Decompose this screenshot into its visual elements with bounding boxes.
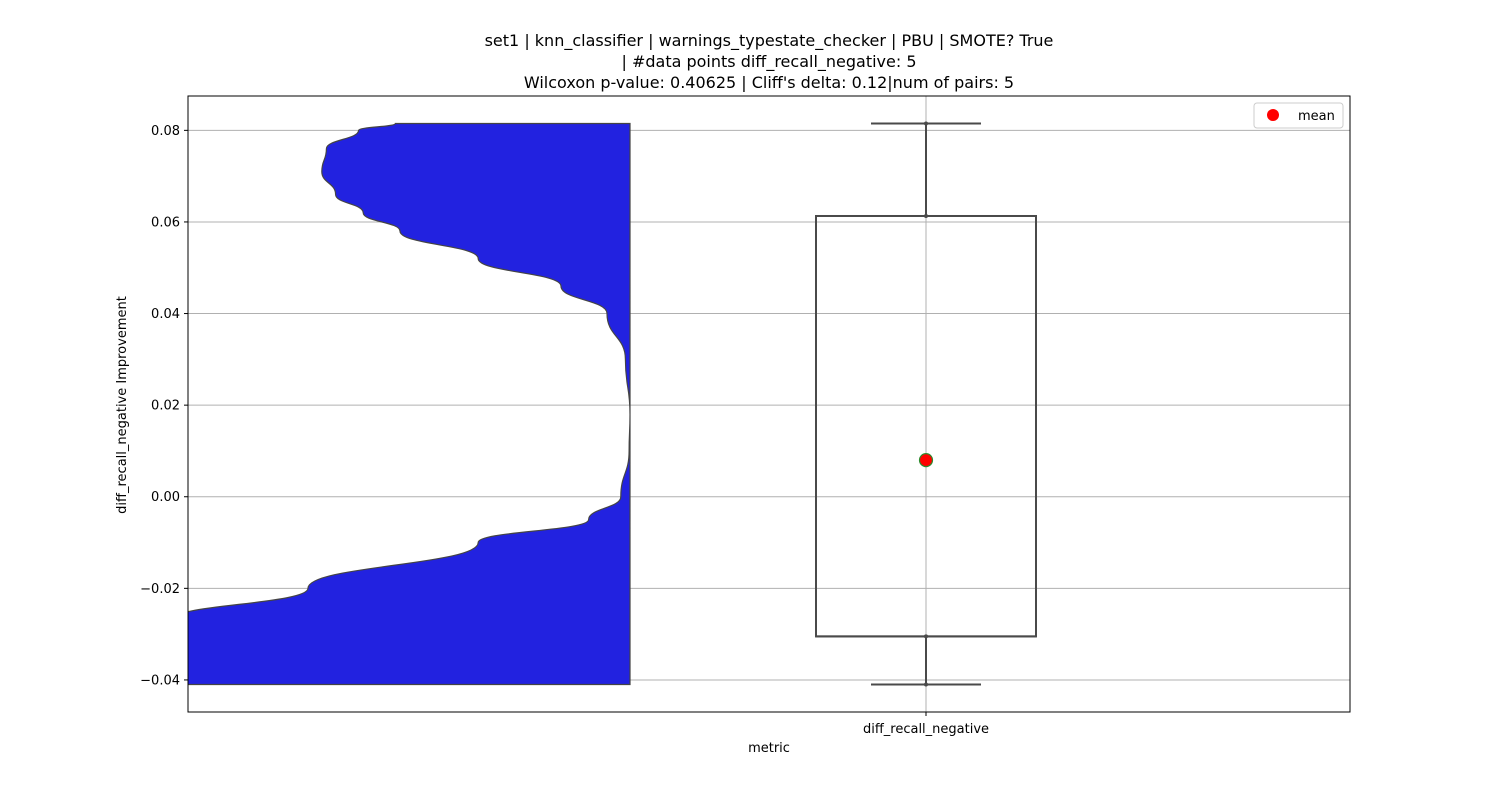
whisker-joint <box>924 213 928 218</box>
y-tick-label: 0.04 <box>151 307 180 322</box>
violin <box>188 122 631 686</box>
chart-title-line-1: set1 | knn_classifier | warnings_typesta… <box>485 31 1054 51</box>
whisker-joint <box>924 121 928 126</box>
x-axis-label: metric <box>748 741 790 756</box>
y-tick-label: −0.02 <box>140 582 180 597</box>
whisker-joint <box>924 634 928 639</box>
legend-entry-mean: mean <box>1298 109 1335 124</box>
y-tick-label: 0.00 <box>151 490 180 505</box>
y-tick-label: 0.06 <box>151 215 180 230</box>
y-axis-ticks: −0.04 −0.02 0.00 0.02 0.04 0.06 0.08 <box>140 124 188 688</box>
box-plot <box>815 121 1037 687</box>
y-tick-label: −0.04 <box>140 673 180 688</box>
plot-area-frame <box>187 95 1351 713</box>
whisker-joint <box>924 682 928 687</box>
y-tick-label: 0.08 <box>151 124 180 139</box>
violin-body <box>188 122 631 686</box>
y-axis-label: diff_recall_negative Improvement <box>115 296 130 514</box>
legend: mean <box>1253 102 1344 129</box>
mean-marker <box>918 453 934 468</box>
x-axis-ticks: diff_recall_negative <box>863 712 989 737</box>
chart-title-line-3: Wilcoxon p-value: 0.40625 | Cliff's delt… <box>524 73 1014 92</box>
legend-box <box>1253 102 1344 129</box>
x-tick-label: diff_recall_negative <box>863 722 989 737</box>
chart-title-line-2: | #data points diff_recall_negative: 5 <box>621 52 916 72</box>
y-tick-label: 0.02 <box>151 399 180 414</box>
legend-mean-marker <box>1267 109 1279 121</box>
